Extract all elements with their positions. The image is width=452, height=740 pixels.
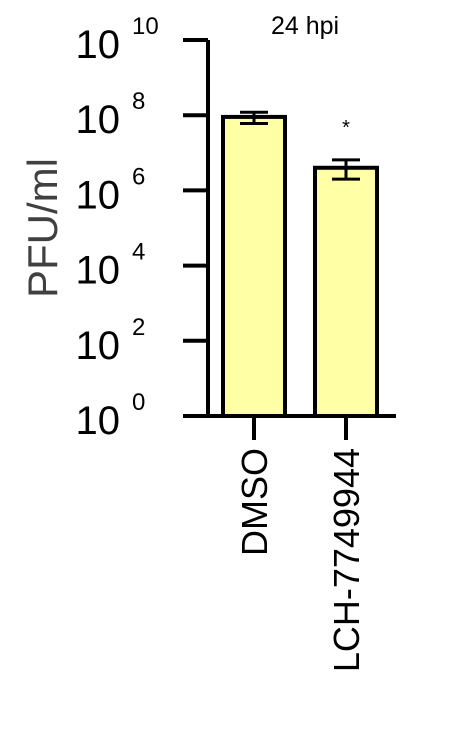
y-tick-label-exponent: 10 bbox=[132, 13, 159, 40]
x-category-label: LCH-7749944 bbox=[326, 448, 367, 672]
y-tick-label-base: 10 bbox=[76, 249, 121, 293]
chart-title: 24 hpi bbox=[271, 12, 339, 40]
y-tick-label-exponent: 4 bbox=[132, 239, 145, 266]
y-tick-label-base: 10 bbox=[76, 173, 121, 217]
y-tick-label-exponent: 2 bbox=[132, 314, 145, 341]
y-tick-label-base: 10 bbox=[76, 98, 121, 142]
bar bbox=[313, 165, 379, 418]
bar-series: * bbox=[221, 110, 379, 419]
y-axis-ticks: 10 0 10 2 10 4 10 6 10 8 10 10 bbox=[76, 13, 208, 443]
y-tick-label-exponent: 6 bbox=[132, 163, 145, 190]
y-tick-label-exponent: 0 bbox=[132, 389, 145, 416]
y-tick-label-base: 10 bbox=[76, 324, 121, 368]
bar bbox=[221, 114, 287, 419]
y-tick-label-base: 10 bbox=[76, 23, 121, 67]
x-axis-categories: DMSO LCH-7749944 bbox=[234, 416, 367, 672]
x-category-label: DMSO bbox=[234, 448, 275, 556]
y-axis-label: PFU/ml bbox=[19, 158, 66, 298]
y-tick-label-exponent: 8 bbox=[132, 88, 145, 115]
y-tick-label-base: 10 bbox=[76, 399, 121, 443]
significance-marker: * bbox=[342, 117, 350, 139]
